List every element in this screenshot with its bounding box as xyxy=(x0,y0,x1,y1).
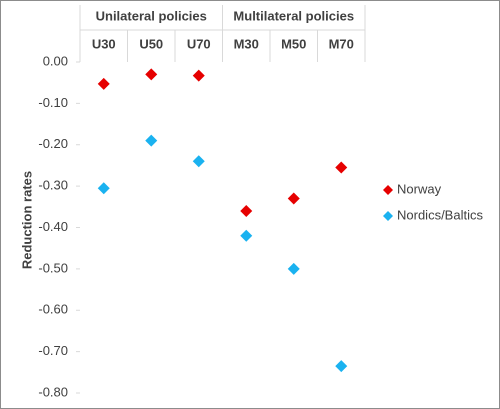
marker xyxy=(145,134,158,147)
group-label: Unilateral policies xyxy=(96,8,207,23)
y-tick-label: -0.50 xyxy=(38,260,68,275)
y-tick-label: -0.70 xyxy=(38,343,68,358)
y-axis-title: Reduction rates xyxy=(19,171,34,269)
marker xyxy=(192,69,205,82)
legend-label: Nordics/Baltics xyxy=(397,207,483,222)
x-tick-label: M30 xyxy=(234,36,259,51)
marker xyxy=(287,262,300,275)
marker xyxy=(192,155,205,168)
marker xyxy=(335,161,348,174)
marker xyxy=(240,229,253,242)
y-tick-label: -0.10 xyxy=(38,95,68,110)
marker xyxy=(97,77,110,90)
x-tick-label: U70 xyxy=(187,36,211,51)
marker xyxy=(145,68,158,81)
x-tick-label: U50 xyxy=(139,36,163,51)
marker xyxy=(97,182,110,195)
legend-marker xyxy=(383,211,393,221)
y-tick-label: -0.20 xyxy=(38,136,68,151)
y-tick-label: -0.60 xyxy=(38,302,68,317)
group-label: Multilateral policies xyxy=(233,8,354,23)
x-tick-label: M70 xyxy=(329,36,354,51)
legend-marker xyxy=(383,185,393,195)
marker xyxy=(240,204,253,217)
y-tick-label: -0.80 xyxy=(38,384,68,399)
x-tick-label: M50 xyxy=(281,36,306,51)
x-tick-label: U30 xyxy=(92,36,116,51)
y-tick-label: -0.30 xyxy=(38,178,68,193)
marker xyxy=(335,360,348,373)
y-tick-label: -0.40 xyxy=(38,219,68,234)
y-tick-label: 0.00 xyxy=(43,53,68,68)
marker xyxy=(287,192,300,205)
legend-label: Norway xyxy=(397,181,442,196)
